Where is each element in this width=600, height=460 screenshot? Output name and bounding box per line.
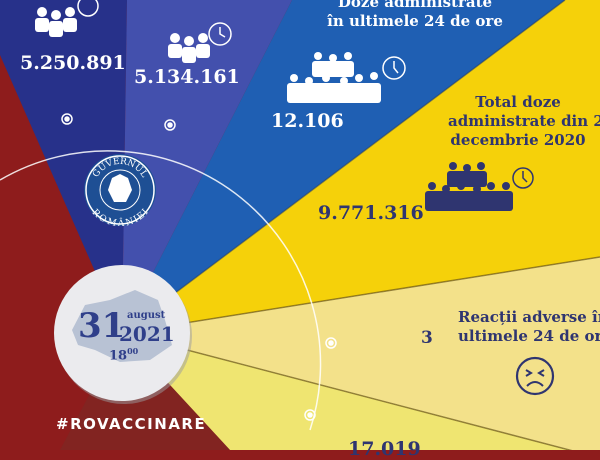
label-line: administrate din 27 bbox=[448, 112, 600, 130]
label-line: Doze administrate bbox=[337, 0, 493, 11]
doses-24h-label: Doze administrate în ultimele 24 de ore bbox=[310, 0, 520, 31]
stat-value-2: 5.134.161 bbox=[134, 66, 240, 88]
date-month: august bbox=[127, 310, 166, 321]
bottom-stat-value: 17.019 bbox=[348, 438, 421, 460]
government-seal-icon bbox=[84, 154, 156, 226]
people-clock-icon bbox=[168, 22, 232, 63]
svg-text:GUVERNUL: GUVERNUL bbox=[91, 157, 149, 180]
date-badge bbox=[54, 265, 192, 404]
people-clock-icon bbox=[35, 0, 99, 37]
date-time: 1800 bbox=[109, 346, 138, 363]
crowd-clock-icon bbox=[425, 162, 534, 211]
date-year: 2021 bbox=[119, 322, 175, 346]
crowd-clock-icon bbox=[287, 52, 406, 103]
adverse-reactions-label: Reacții adverse în ultimele 24 de ore bbox=[458, 308, 600, 346]
wedge-light-yellow bbox=[122, 333, 600, 450]
date-day: 31 bbox=[78, 306, 126, 346]
wedge-pale-yellow bbox=[122, 257, 600, 450]
label-line: în ultimele 24 de ore bbox=[327, 12, 503, 30]
sad-face-icon bbox=[515, 356, 555, 396]
stat-value-1: 5.250.891 bbox=[20, 52, 126, 74]
seal-text: GUVERNUL ROMÂNIEI bbox=[90, 157, 151, 226]
wedge-yellow bbox=[122, 0, 600, 333]
date-minutes: 00 bbox=[127, 346, 139, 356]
adverse-reactions-value: 3 bbox=[421, 328, 433, 348]
timeline-dots bbox=[61, 113, 337, 421]
date-hour: 18 bbox=[109, 348, 128, 364]
label-line: Total doze bbox=[475, 93, 561, 111]
hashtag: #ROVACCINARE bbox=[56, 415, 207, 433]
doses-24h-value: 12.106 bbox=[271, 110, 344, 132]
background-wedges bbox=[0, 0, 600, 450]
label-line: decembrie 2020 bbox=[450, 131, 586, 149]
timeline-arc bbox=[0, 150, 322, 431]
total-doses-label: Total doze administrate din 27 decembrie… bbox=[448, 93, 600, 150]
total-doses-value: 9.771.316 bbox=[318, 202, 424, 224]
label-line: Reacții adverse în bbox=[458, 308, 600, 326]
label-line: ultimele 24 de ore bbox=[458, 327, 600, 345]
svg-text:ROMÂNIEI: ROMÂNIEI bbox=[90, 207, 151, 226]
wedge-dark-blue bbox=[0, 0, 127, 333]
